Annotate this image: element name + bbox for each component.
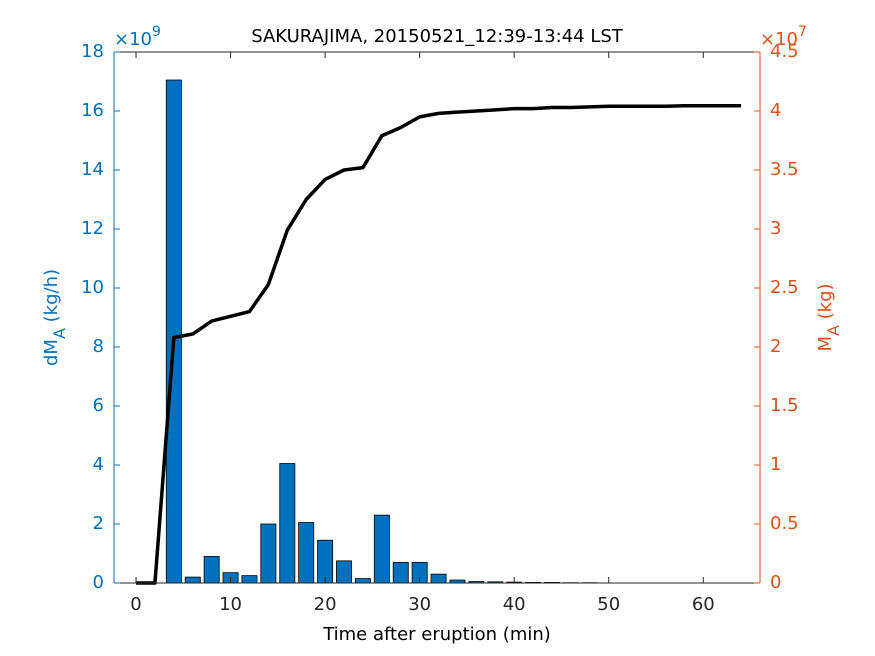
- y2-tick-label: 3: [770, 218, 781, 239]
- bar: [165, 79, 182, 584]
- bar: [184, 576, 201, 584]
- label-main: M: [815, 336, 836, 352]
- x-tick-label: 0: [130, 594, 141, 615]
- bar: [279, 463, 296, 584]
- y2-tick-label: 2.5: [770, 277, 799, 298]
- bar: [392, 561, 409, 584]
- bar: [203, 556, 220, 584]
- axis-exponent: ×109: [114, 24, 161, 50]
- x-tick-label: 40: [503, 594, 526, 615]
- y2-tick-label: 0.5: [770, 513, 799, 534]
- axis-label: MA (kg): [815, 283, 843, 351]
- bar: [317, 539, 334, 584]
- bar: [298, 522, 315, 584]
- bar: [354, 578, 371, 584]
- y-tick-label: 18: [81, 41, 104, 62]
- exponent-base: ×10: [114, 29, 152, 50]
- exponent-base: ×10: [760, 29, 798, 50]
- exponent-power: 9: [152, 24, 161, 40]
- y-tick-label: 12: [81, 218, 104, 239]
- y-tick-label: 6: [93, 395, 104, 416]
- x-tick-label: 50: [597, 594, 620, 615]
- x-tick-label: 10: [219, 594, 242, 615]
- y-tick-label: 0: [93, 572, 104, 593]
- x-tick-label: 30: [408, 594, 431, 615]
- y-tick-label: 8: [93, 336, 104, 357]
- x-tick-label: 20: [314, 594, 337, 615]
- x-axis-label: Time after eruption (min): [322, 624, 551, 645]
- y2-tick-label: 1.5: [770, 395, 799, 416]
- label-unit: (kg): [815, 283, 836, 325]
- label-main: dM: [41, 339, 62, 366]
- y2-tick-label: 1: [770, 454, 781, 475]
- bar: [430, 573, 447, 584]
- y-tick-label: 14: [81, 159, 104, 180]
- label-unit: (kg/h): [41, 269, 62, 328]
- chart-title: SAKURAJIMA, 20150521_12:39-13:44 LST: [251, 26, 624, 47]
- bar: [336, 560, 352, 584]
- y-tick-label: 10: [81, 277, 104, 298]
- exponent-power: 7: [798, 24, 807, 40]
- bar: [241, 575, 258, 584]
- label-sub: A: [824, 325, 843, 336]
- y-tick-label: 2: [93, 513, 104, 534]
- y2-tick-label: 4.5: [770, 41, 799, 62]
- line: [136, 103, 742, 585]
- y2-tick-label: 2: [770, 336, 781, 357]
- y-tick-label: 4: [93, 454, 104, 475]
- label-sub: A: [50, 328, 69, 339]
- y2-tick-label: 0: [770, 572, 781, 593]
- y-tick-label: 16: [81, 100, 104, 121]
- axis-label: dMA (kg/h): [41, 269, 69, 366]
- axis-exponent: ×107: [760, 24, 807, 50]
- x-tick-label: 60: [692, 594, 715, 615]
- bar: [260, 523, 277, 584]
- y2-tick-label: 4: [770, 100, 781, 121]
- bar: [373, 514, 390, 584]
- y2-tick-label: 3.5: [770, 159, 799, 180]
